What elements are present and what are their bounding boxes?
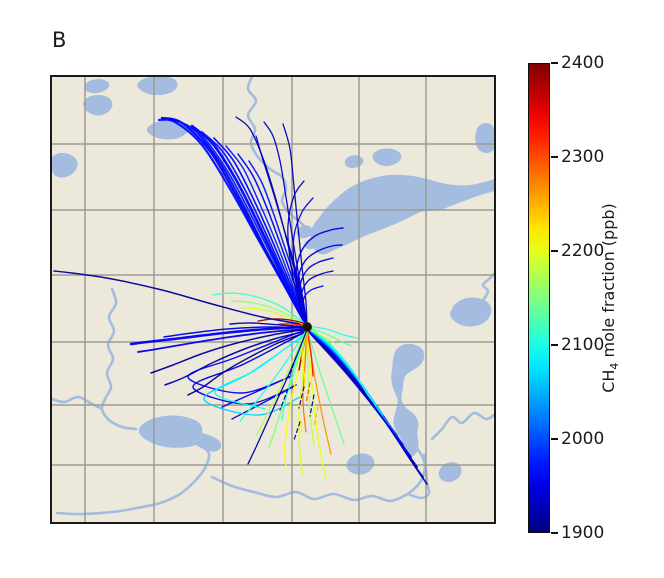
lake-shape [52, 153, 78, 178]
colorbar-tick-mark [551, 156, 558, 158]
trajectory-line [192, 330, 308, 420]
river-line [246, 77, 316, 243]
trajectory-map-plot [50, 75, 496, 524]
colorbar-tick-label: 2100 [561, 335, 605, 355]
trajectory-line [187, 331, 308, 396]
receptor-site-dot [302, 322, 312, 332]
lake-shape [449, 297, 492, 327]
lake-shape [310, 174, 494, 255]
river-line [55, 442, 211, 516]
trajectory-line [214, 331, 308, 410]
lake-shape [344, 155, 364, 168]
lake-shape [83, 95, 113, 116]
lake-shape [137, 77, 178, 96]
trajectory-line [230, 300, 305, 325]
trajectory-line [306, 328, 314, 377]
river-line [52, 395, 104, 411]
colorbar-tick-label: 2200 [561, 241, 605, 261]
trajectory-line [255, 328, 308, 437]
trajectory-line [164, 330, 308, 386]
colorbar-axis-label: CH4 mole fraction (ppb) [596, 63, 622, 533]
colorbar-tick-label: 1900 [561, 523, 605, 543]
trajectory-line [287, 180, 308, 328]
trajectory-line [288, 356, 297, 379]
colorbar-label-suffix: mole fraction (ppb) [599, 203, 618, 363]
lake-shape [372, 148, 402, 167]
trajectory-line [229, 322, 308, 328]
trajectory-line [213, 137, 308, 328]
trajectory-line [306, 328, 345, 445]
trajectory-line [257, 318, 308, 325]
trajectory-line [302, 328, 308, 433]
trajectory-line [150, 328, 308, 374]
lake-shape [346, 453, 375, 475]
trajectory-line [298, 386, 305, 409]
trajectory-line [169, 118, 308, 328]
lake-shape [475, 123, 494, 153]
colorbar-tick-mark [551, 532, 558, 534]
trajectory-line [212, 292, 305, 324]
panel-label: B [52, 28, 67, 52]
lake-shape [138, 415, 222, 452]
colorbar-tick-label: 2000 [561, 429, 605, 449]
trajectory-line [201, 131, 308, 328]
trajectory-line [190, 124, 309, 329]
trajectory-line [247, 329, 308, 465]
colorbar-tick-label: 2400 [561, 53, 605, 73]
colorbar-tick-mark [551, 438, 558, 440]
trajectory-line [313, 406, 319, 428]
lake-shape [296, 225, 313, 239]
trajectory-line [129, 325, 309, 346]
trajectory-line [282, 123, 308, 328]
colorbar-tick-label: 2300 [561, 147, 605, 167]
river-line [100, 287, 138, 431]
colorbar-tick-mark [551, 344, 558, 346]
colorbar-tick-mark [551, 62, 558, 64]
trajectory-line [53, 270, 308, 326]
trajectory-line [137, 328, 308, 353]
colorbar-tick-mark [551, 250, 558, 252]
lake-shape [438, 462, 462, 483]
trajectory-line [279, 388, 289, 411]
trajectory-line [239, 328, 308, 422]
lake-shape [84, 79, 110, 94]
trajectory-line [305, 382, 311, 404]
trajectory-line [306, 326, 353, 347]
lake-shape [391, 343, 425, 457]
river-line [481, 272, 494, 301]
trajectory-line [306, 328, 315, 447]
trajectory-line [309, 394, 315, 417]
river-line [210, 453, 427, 503]
trajectory-line [306, 328, 327, 479]
trajectory-line [298, 328, 308, 433]
colorbar [528, 63, 550, 533]
trajectory-line [163, 326, 308, 338]
trajectory-line [292, 197, 314, 328]
colorbar-label-subscript: 4 [608, 362, 622, 370]
map-svg [52, 77, 494, 522]
trajectory-line [293, 421, 301, 441]
colorbar-label-prefix: CH [599, 369, 618, 393]
trajectory-line [306, 329, 428, 485]
river-line [430, 411, 494, 441]
trajectory-line [306, 325, 358, 339]
